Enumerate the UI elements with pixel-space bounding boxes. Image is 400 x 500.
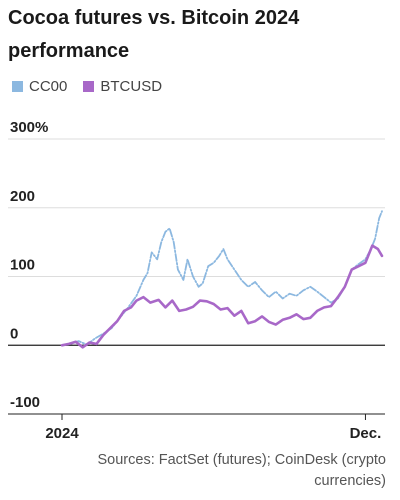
- legend-label-btcusd: BTCUSD: [100, 77, 163, 95]
- series-line-btcusd: [60, 244, 384, 349]
- x-tick-label: 2024: [45, 425, 79, 442]
- y-tick-label: 200: [10, 188, 35, 205]
- legend-item-btcusd: BTCUSD: [83, 78, 162, 95]
- source-line-2: currencies): [314, 473, 386, 489]
- y-tick-label: 300%: [10, 119, 48, 136]
- source-line-1: Sources: FactSet (futures); CoinDesk (cr…: [97, 452, 387, 468]
- legend-swatch-btcusd: [83, 80, 95, 92]
- y-tick-label: 100: [10, 257, 35, 274]
- series-line-cc00: [61, 210, 383, 347]
- chart-title: Cocoa futures vs. Bitcoin 2024 performan…: [8, 7, 300, 62]
- source-note: Sources: FactSet (futures); CoinDesk (cr…: [46, 450, 387, 492]
- y-tick-label: -100: [10, 394, 40, 411]
- legend-label-cc00: CC00: [29, 77, 68, 95]
- legend-swatch-cc00: [12, 80, 23, 92]
- y-tick-label: 0: [10, 325, 18, 342]
- legend-item-cc00: CC00: [12, 78, 67, 95]
- x-tick-label: Dec.: [350, 425, 382, 442]
- chart-legend: CC00 BTCUSD: [12, 76, 178, 96]
